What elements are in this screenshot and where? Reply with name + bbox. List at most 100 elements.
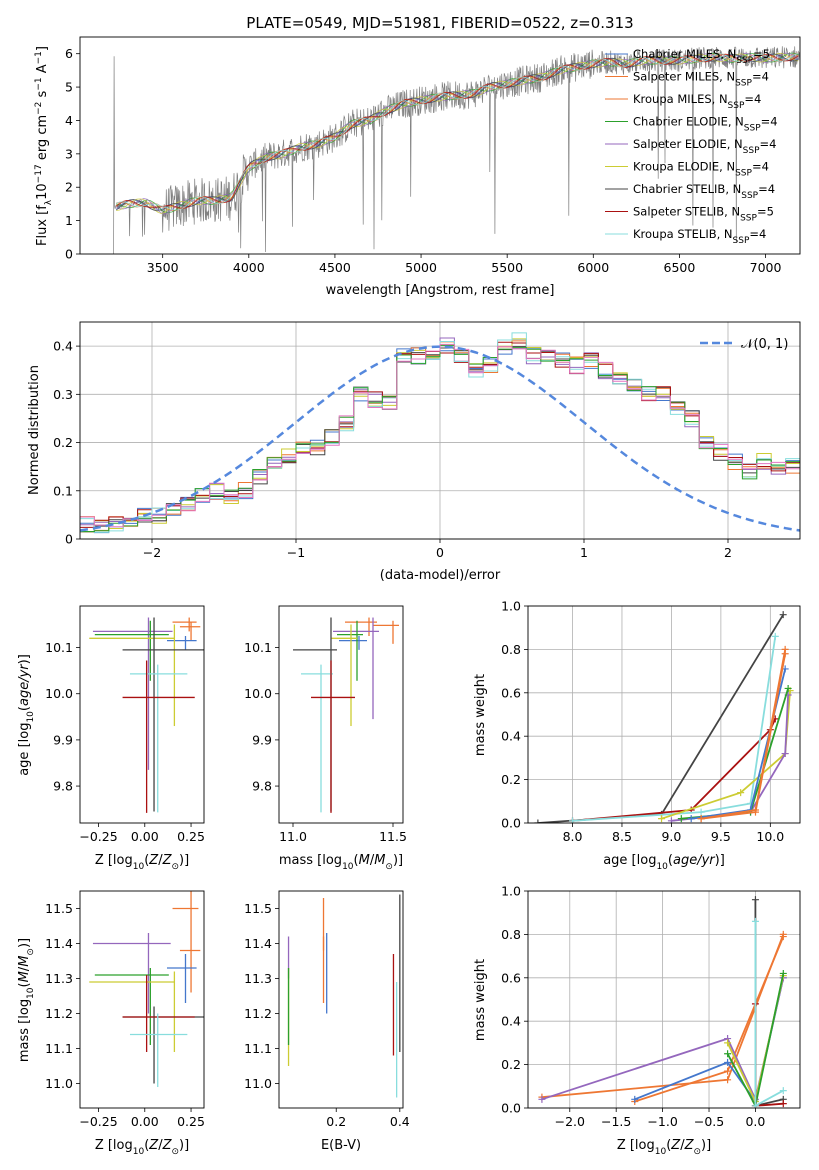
y-tick-label: 9.9 [53, 732, 73, 747]
x-tick-label: −1 [287, 545, 305, 560]
series-point [751, 896, 759, 904]
y-tick-label: 0.8 [501, 927, 521, 942]
age_vs_Z-plot-area [89, 617, 204, 813]
y-tick-label: 2 [65, 180, 73, 195]
x-tick-label: 8.5 [612, 829, 632, 844]
residuals-frame [79, 321, 801, 540]
x-tick-label: −0.25 [79, 1114, 117, 1129]
series-point [569, 817, 577, 823]
spectrum-panel: 3500 4000 4500 5000 5500 6000 6500 7000 0 1 2 3 4 5 6 C… [34, 36, 801, 298]
x-tick-label: 0.4 [390, 1114, 410, 1129]
mass_vs_ebv-frame [278, 890, 404, 1109]
y-tick-label: 5 [65, 80, 73, 95]
legend-label: Kroupa ELODIE, NSSP=4 [633, 160, 769, 179]
massweight_vs_age-grid [528, 605, 800, 824]
spectrum-model-line [116, 52, 799, 211]
x-tick-label: 2 [724, 545, 732, 560]
y-tick-label: 0 [65, 247, 73, 262]
series-point [724, 1039, 732, 1047]
y-tick-label: 0.2 [53, 435, 73, 450]
x-axis-label: wavelength [Angstrom, rest frame] [326, 283, 555, 298]
spectrum-model-line [116, 52, 799, 215]
y-tick-label: 11.4 [244, 936, 272, 951]
residuals-plot-area [80, 332, 800, 539]
series-point [751, 806, 759, 814]
massweight_vs_age-panel: 8.0 8.5 9.0 9.5 10.0 0.0 0.2 0.4 0.6 0.8 1.0 mass w… [473, 599, 801, 872]
y-tick-label: 11.2 [244, 1006, 272, 1021]
series-point [697, 815, 705, 823]
y-tick-label: 11.2 [45, 1006, 73, 1021]
series-point [751, 1102, 759, 1108]
series-point [781, 645, 789, 653]
series-point [771, 632, 779, 640]
y-axis-label: mass weight [473, 959, 488, 1041]
series-point [724, 1067, 732, 1075]
x-axis-label: (data-model)/error [380, 568, 501, 583]
series-point [779, 1087, 787, 1095]
series-point [781, 750, 789, 758]
series-point [779, 969, 787, 977]
series-point [687, 815, 695, 823]
age_vs_mass-panel: 11.0 11.5 9.8 9.9 10.0 10.1 mass [log10(M/M⊙)] [244, 605, 407, 872]
y-axis-label: mass [log10(M/M⊙)] [17, 938, 36, 1062]
spectrum-model-line [115, 53, 799, 209]
series-point [658, 815, 666, 823]
y-tick-label: 1 [65, 213, 73, 228]
y-tick-label: 1.0 [501, 599, 521, 614]
series-line [572, 636, 777, 822]
series-point [724, 1050, 732, 1058]
y-tick-label: 0.2 [501, 772, 521, 787]
y-tick-label: 0.0 [501, 816, 521, 831]
y-axis-label: mass weight [473, 674, 488, 756]
spectrum-model-line [116, 52, 799, 214]
series-point [724, 1058, 732, 1066]
series-point [751, 917, 759, 925]
y-tick-label: 0.4 [501, 1014, 521, 1029]
y-tick-label: 10.1 [45, 640, 73, 655]
y-axis-label: age [log10(age/yr)] [17, 654, 36, 776]
x-tick-label: 0 [436, 545, 444, 560]
x-tick-label: −1.0 [647, 1114, 677, 1129]
series-point [779, 933, 787, 941]
x-tick-label: 0.0 [745, 1114, 765, 1129]
y-tick-label: 1.0 [501, 884, 521, 899]
y-tick-label: 4 [65, 113, 73, 128]
x-tick-label: 0.00 [131, 829, 159, 844]
x-tick-label: 5000 [405, 260, 437, 275]
x-tick-label: −2.0 [555, 1114, 585, 1129]
legend-label: Kroupa MILES, NSSP=4 [633, 92, 761, 111]
mass_vs_ebv-panel: 0.2 0.4 11.0 11.1 11.2 11.3 11.4 11.5 E(B-V) [244, 890, 410, 1153]
mass_vs_Z-plot-area [89, 891, 204, 1087]
y-tick-label: 9.8 [53, 779, 73, 794]
series-point [697, 808, 705, 816]
x-tick-label: 6500 [664, 260, 696, 275]
residuals-panel: −2 −1 0 1 2 0 0.1 0.2 0.3 0.4 𝒩(0, 1) (data-model)/… [27, 321, 801, 583]
chart-panels: 3500 4000 4500 5000 5500 6000 6500 7000 0 1 2 3 4 5 6 C… [17, 36, 801, 1157]
y-tick-label: 0.0 [501, 1101, 521, 1116]
x-tick-label: 0.2 [326, 1114, 346, 1129]
legend-label: Chabrier MILES, NSSP=5 [633, 47, 770, 66]
series-point [534, 819, 542, 823]
x-tick-label: 10.0 [756, 829, 784, 844]
y-tick-label: 0.4 [53, 339, 73, 354]
x-tick-label: 11.5 [379, 829, 407, 844]
y-tick-label: 11.0 [244, 1076, 272, 1091]
y-tick-label: 0.4 [501, 729, 521, 744]
y-tick-label: 0.8 [501, 642, 521, 657]
massweight_vs_Z-frame [527, 890, 801, 1109]
x-tick-label: 8.0 [563, 829, 583, 844]
x-tick-label: 9.5 [711, 829, 731, 844]
x-tick-label: 4500 [319, 260, 351, 275]
y-tick-label: 0.1 [53, 483, 73, 498]
x-tick-label: 6000 [577, 260, 609, 275]
age_vs_Z-panel: −0.25 0.00 0.25 9.8 9.9 10.0 10.1 Z [log10(Z/Z⊙… [17, 605, 205, 872]
y-tick-label: 10.0 [244, 686, 272, 701]
x-tick-label: 0.00 [131, 1114, 159, 1129]
x-tick-label: −2 [143, 545, 161, 560]
figure-title: PLATE=0549, MJD=51981, FIBERID=0522, z=0… [246, 14, 633, 32]
y-tick-label: 9.9 [252, 732, 272, 747]
y-tick-label: 11.5 [244, 901, 272, 916]
y-tick-label: 0.6 [501, 970, 521, 985]
series-point [779, 1100, 787, 1108]
